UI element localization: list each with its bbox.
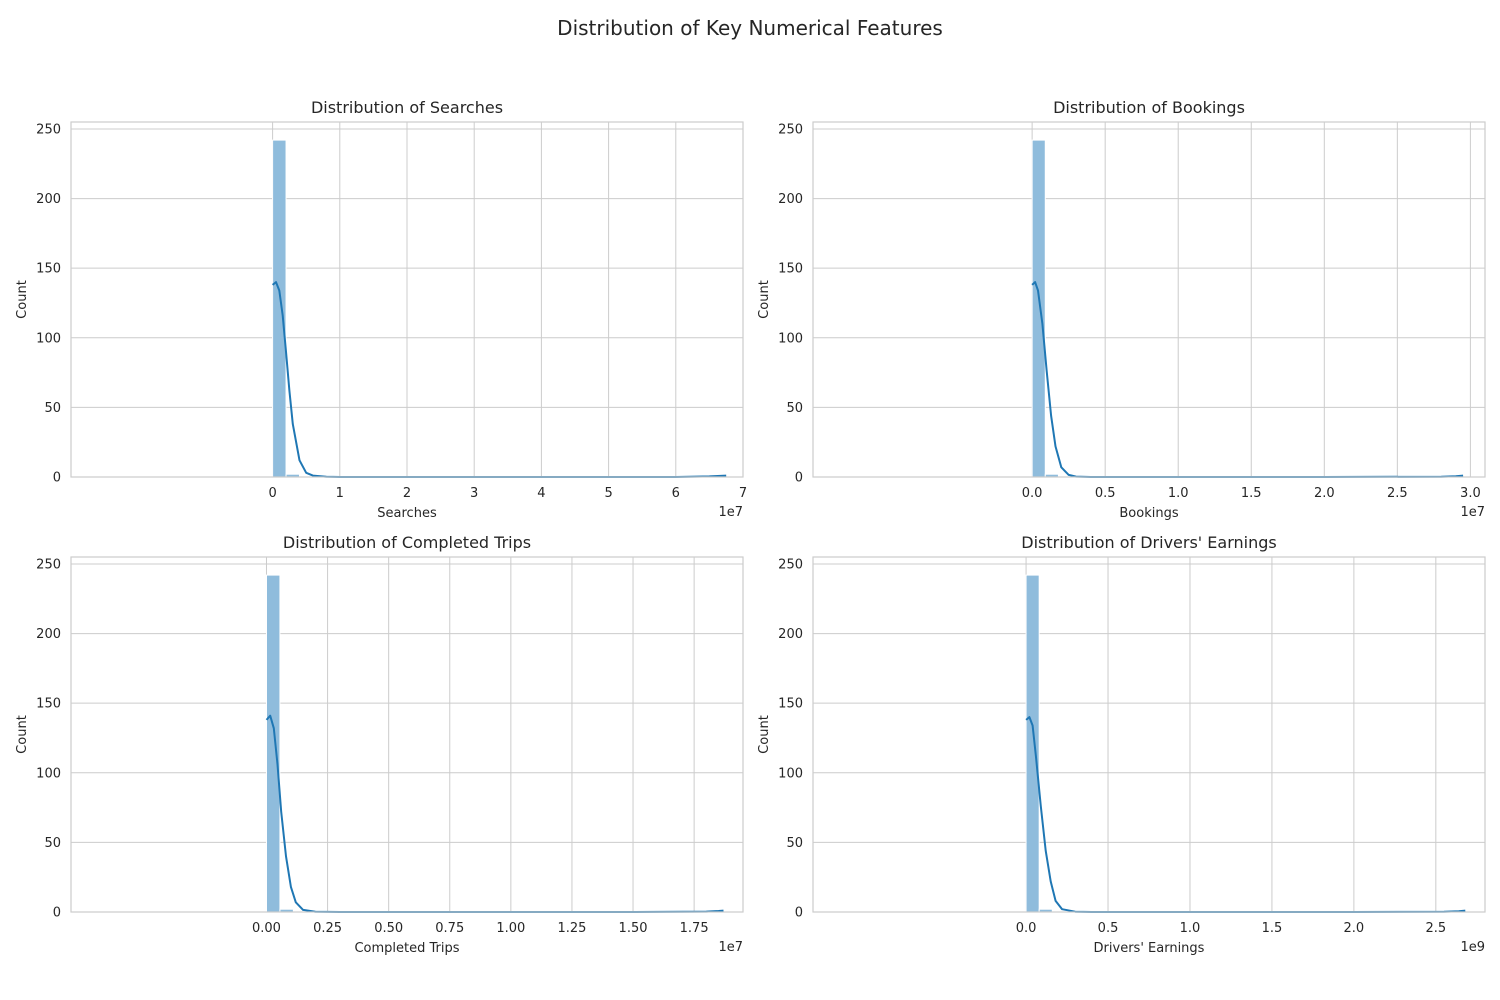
x-tick-label: 1.00 [496, 921, 525, 936]
subplot-4: 0.0 0.5 1.0 1.5 2.0 2.5 0 50 100 150 200 250 1e9 Dist… [757, 533, 1486, 956]
plot-area [813, 122, 1485, 477]
y-tick-label: 250 [778, 557, 803, 572]
x-tick-label: 0.75 [435, 921, 464, 936]
x-tick-label: 0.50 [374, 921, 403, 936]
y-tick-label: 150 [778, 262, 803, 277]
histogram-bar [272, 139, 287, 478]
y-tick-label: 100 [778, 331, 803, 346]
y-tick-label: 50 [786, 401, 803, 416]
x-tick-label: 1.50 [619, 921, 648, 936]
y-tick-label: 150 [778, 697, 803, 712]
x-tick-label: 2.5 [1387, 486, 1408, 501]
subplot-title: Distribution of Searches [311, 98, 503, 117]
axis-offset-text: 1e9 [1460, 940, 1485, 955]
x-axis-label: Bookings [1119, 506, 1178, 521]
x-tick-label: 0.0 [1022, 486, 1043, 501]
subplot-title: Distribution of Bookings [1053, 98, 1245, 117]
x-tick-label: 0.00 [252, 921, 281, 936]
y-tick-label: 100 [36, 331, 61, 346]
x-tick-label: 3.0 [1460, 486, 1481, 501]
x-axis-label: Drivers' Earnings [1094, 941, 1205, 956]
y-tick-label: 0 [795, 471, 803, 486]
subplot-title: Distribution of Completed Trips [283, 533, 531, 552]
y-axis-label: Count [15, 280, 30, 319]
axis-offset-text: 1e7 [718, 940, 743, 955]
x-tick-label: 7 [739, 486, 747, 501]
y-tick-label: 200 [778, 192, 803, 207]
x-axis-label: Completed Trips [354, 941, 459, 956]
x-tick-label: 0.25 [313, 921, 342, 936]
x-tick-label: 1.25 [557, 921, 586, 936]
x-tick-label: 2 [403, 486, 411, 501]
x-tick-label: 6 [672, 486, 680, 501]
x-tick-label: 1 [336, 486, 344, 501]
axis-offset-text: 1e7 [1460, 505, 1485, 520]
plot-area [813, 557, 1485, 912]
y-tick-label: 200 [778, 627, 803, 642]
histogram-bar [265, 574, 281, 913]
axes-frame [70, 121, 744, 478]
y-tick-label: 250 [36, 557, 61, 572]
x-tick-label: 4 [537, 486, 545, 501]
axis-offset-text: 1e7 [718, 505, 743, 520]
y-tick-label: 50 [786, 836, 803, 851]
y-tick-label: 200 [36, 192, 61, 207]
y-tick-label: 250 [36, 122, 61, 137]
histogram-bar [1031, 139, 1046, 478]
x-tick-label: 1.5 [1241, 486, 1262, 501]
plot-area [71, 557, 743, 912]
histogram-bar [1025, 574, 1040, 913]
y-tick-label: 100 [778, 766, 803, 781]
y-tick-label: 150 [36, 262, 61, 277]
y-tick-label: 0 [53, 471, 61, 486]
y-tick-label: 50 [44, 836, 61, 851]
x-tick-label: 2.0 [1314, 486, 1335, 501]
x-tick-label: 3 [470, 486, 478, 501]
y-tick-label: 150 [36, 697, 61, 712]
subplot-1: 0 1 2 3 4 5 6 7 0 50 100 150 200 250 1e7 Distribution o… [15, 98, 747, 521]
x-tick-label: 0.5 [1095, 486, 1116, 501]
x-tick-label: 1.5 [1262, 921, 1283, 936]
subplot-title: Distribution of Drivers' Earnings [1021, 533, 1276, 552]
x-tick-label: 0.5 [1098, 921, 1119, 936]
x-tick-label: 5 [604, 486, 612, 501]
x-tick-label: 1.0 [1168, 486, 1189, 501]
x-tick-label: 0.0 [1016, 921, 1037, 936]
x-axis-label: Searches [377, 506, 437, 521]
axes-frame [70, 556, 744, 913]
y-axis-label: Count [757, 715, 772, 754]
y-tick-label: 50 [44, 401, 61, 416]
subplot-3: 0.00 0.25 0.50 0.75 1.00 1.25 1.50 1.75 0 50 100 15… [15, 533, 744, 956]
y-tick-label: 0 [53, 906, 61, 921]
x-tick-label: 2.0 [1344, 921, 1365, 936]
subplot-2: 0.0 0.5 1.0 1.5 2.0 2.5 3.0 0 50 100 150 200 250 1e7 D… [757, 98, 1486, 521]
y-axis-label: Count [757, 280, 772, 319]
y-tick-label: 100 [36, 766, 61, 781]
y-tick-label: 250 [778, 122, 803, 137]
x-tick-label: 0 [268, 486, 276, 501]
y-axis-label: Count [15, 715, 30, 754]
x-tick-label: 1.75 [680, 921, 709, 936]
x-tick-label: 2.5 [1425, 921, 1446, 936]
y-tick-label: 200 [36, 627, 61, 642]
axes-frame [812, 556, 1486, 913]
axes-frame [812, 121, 1486, 478]
y-tick-label: 0 [795, 906, 803, 921]
x-tick-label: 1.0 [1180, 921, 1201, 936]
figure-title: Distribution of Key Numerical Features [557, 16, 943, 40]
